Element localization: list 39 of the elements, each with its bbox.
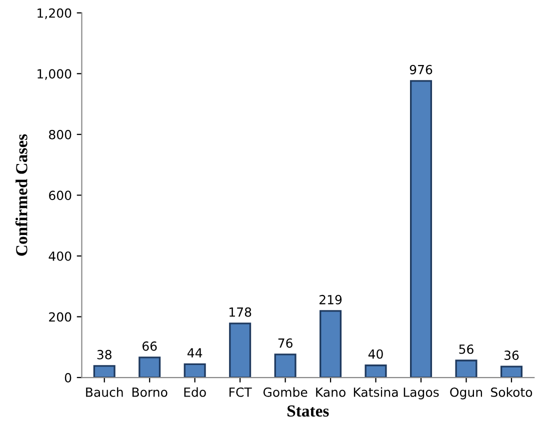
x-tick-label: Edo (184, 387, 206, 397)
x-tick-label: Kano (316, 388, 346, 397)
y-tick-label: 1,000 (38, 69, 72, 80)
bar (274, 354, 296, 378)
x-axis-title: States (288, 405, 329, 417)
data-label: 178 (230, 307, 252, 317)
bar (455, 360, 478, 378)
y-axis-title: Confirmed Cases (15, 134, 28, 256)
x-tick-label: Lagos (404, 388, 439, 400)
y-tick-label: 1,200 (38, 8, 72, 20)
bar (138, 356, 161, 378)
x-tick-label: Gombe (263, 387, 308, 397)
data-label: 36 (504, 350, 519, 360)
y-tick-label: 200 (49, 312, 72, 322)
x-tick-label: Sokoto (491, 387, 532, 397)
data-label: 38 (97, 350, 112, 360)
data-label: 976 (410, 64, 432, 74)
data-label: 56 (459, 344, 474, 354)
x-tick-label: Ogun (450, 387, 482, 400)
data-label: 66 (142, 341, 157, 351)
x-tick-label: Katsina (354, 387, 398, 397)
y-tick-label: 400 (48, 251, 72, 261)
bar (184, 363, 206, 378)
bar (93, 365, 116, 378)
y-tick-label: 0 (64, 372, 72, 382)
data-label: 40 (368, 349, 383, 359)
data-label: 44 (187, 348, 202, 358)
x-tick-label: Bauch (86, 387, 123, 397)
bar (410, 80, 432, 378)
bar (500, 366, 522, 378)
bar (229, 322, 252, 378)
x-tick-label: Borno (132, 388, 168, 397)
data-label: 219 (320, 294, 342, 304)
y-tick-label: 800 (49, 130, 72, 140)
y-tick-label: 600 (49, 190, 72, 200)
bar (320, 310, 342, 378)
bar (364, 364, 387, 378)
data-label: 76 (278, 338, 292, 348)
x-tick-label: FCT (230, 387, 252, 397)
